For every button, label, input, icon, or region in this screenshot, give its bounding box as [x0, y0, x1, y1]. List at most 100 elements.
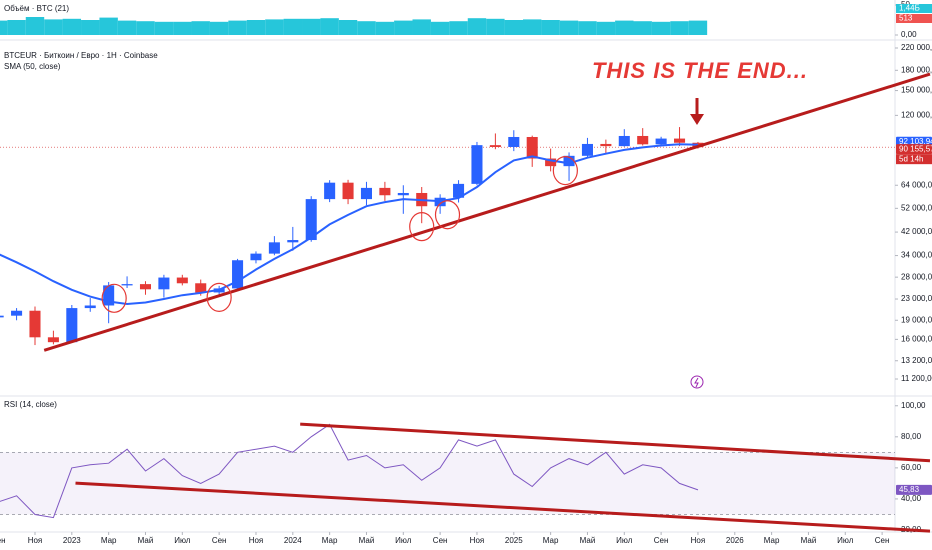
x-tick-label: Мар: [101, 536, 117, 545]
volume-bar: [688, 20, 708, 35]
y-tick-label: 120 000,00: [901, 110, 932, 119]
candle-body: [305, 199, 317, 241]
rsi-last-label: 45,83: [899, 485, 920, 494]
candle-body: [545, 158, 557, 167]
candle-body: [195, 283, 207, 293]
candle-body: [489, 145, 501, 147]
trendline: [43, 72, 931, 352]
x-tick-label: 2025: [505, 536, 523, 545]
x-tick-label: Сен: [433, 536, 448, 545]
trendline: [75, 481, 931, 533]
alert-bolt: [694, 377, 699, 388]
candle-body: [600, 143, 612, 147]
candle-body: [268, 242, 280, 254]
arrow-head: [690, 114, 704, 125]
x-tick-label: Ноя: [691, 536, 706, 545]
volume-bar: [467, 18, 487, 35]
volume-bar: [265, 19, 284, 35]
x-tick-label: Сен: [654, 536, 669, 545]
x-tick-label: Мар: [543, 536, 559, 545]
volume-bar: [246, 20, 266, 35]
candle-body: [11, 310, 23, 316]
candle-body: [563, 155, 575, 167]
volume-bar: [320, 18, 339, 35]
volume-bar: [25, 17, 45, 35]
volume-bar: [615, 20, 634, 35]
y-tick-label: 150 000,00: [901, 86, 932, 95]
volume-bar: [209, 21, 229, 35]
rsi-title: RSI (14, close): [4, 400, 57, 409]
volume-bar: [136, 21, 155, 35]
volume-bar: [504, 20, 524, 35]
candle-body: [103, 285, 115, 306]
y-tick-label: 80,00: [901, 432, 922, 441]
x-tick-label: Сен: [875, 536, 890, 545]
candle-body: [397, 192, 409, 196]
last-price-label: 90 155,57: [899, 144, 932, 153]
candle-body: [379, 187, 391, 196]
y-tick-label: 0,00: [901, 30, 917, 39]
y-tick-label: 52 000,00: [901, 203, 932, 212]
candle-body: [471, 145, 483, 184]
volume-bar: [338, 20, 358, 35]
volume-bar: [44, 19, 63, 35]
last-price-label: 92 103,94: [899, 137, 932, 146]
volume-bar: [375, 21, 395, 35]
candle-body: [526, 136, 538, 159]
sma-line: [0, 143, 699, 306]
volume-bar: [228, 20, 247, 35]
rsi-last-label-box: [896, 484, 932, 495]
y-tick-label: 23 000,00: [901, 294, 932, 303]
trendline: [300, 422, 931, 463]
candle-body: [287, 240, 299, 243]
volume-bar: [117, 20, 137, 35]
y-tick-label: 64 000,00: [901, 180, 932, 189]
volume-bar: [81, 20, 100, 35]
x-tick-label: Май: [359, 536, 375, 545]
highlight-circle: [206, 282, 232, 312]
alert-circle[interactable]: [690, 375, 704, 389]
countdown-box: [896, 154, 932, 165]
volume-bar: [670, 21, 689, 35]
y-tick-label: 11 200,00: [901, 374, 932, 383]
volume-bar: [394, 20, 413, 35]
y-tick-label: 28 000,00: [901, 272, 932, 281]
x-tick-label: Май: [138, 536, 154, 545]
volume-bar: [633, 21, 652, 35]
volume-bar: [283, 18, 303, 35]
volume-bar: [99, 17, 118, 35]
x-tick-label: 2023: [63, 536, 81, 545]
volume-bar: [0, 20, 8, 35]
volume-label-box: [896, 14, 932, 23]
volume-bar: [486, 18, 505, 35]
sma-legend: SMA (50, close): [4, 62, 61, 71]
alert-icon[interactable]: [690, 375, 704, 389]
volume-bar: [62, 18, 82, 35]
x-tick-label: 2024: [284, 536, 302, 545]
x-tick-label: 2026: [726, 536, 744, 545]
y-tick-label: 100,00: [901, 401, 926, 410]
x-tick-label: Сен: [212, 536, 227, 545]
last-price-label-box: [896, 144, 932, 155]
candle-body: [47, 337, 59, 343]
x-tick-label: Ноя: [249, 536, 264, 545]
volume-bar: [7, 20, 26, 35]
countdown: 5d 14h: [899, 154, 923, 163]
candle-body: [121, 284, 133, 286]
volume-bar: [173, 21, 192, 35]
candle-body: [139, 284, 152, 290]
price-title: BTCEUR · Биткоин / Евро · 1Н · Coinbase: [4, 51, 158, 60]
x-tick-label: Сен: [0, 536, 5, 545]
x-tick-label: Июл: [395, 536, 412, 545]
y-tick-label: 40,00: [901, 494, 922, 503]
y-tick-label: 220 000,00: [901, 43, 932, 52]
x-tick-label: Мар: [322, 536, 338, 545]
y-tick-label: 34 000,00: [901, 251, 932, 260]
candle-body: [655, 138, 667, 145]
volume-bar: [430, 21, 450, 35]
y-tick-label: 16 000,00: [901, 334, 932, 343]
candle-body: [453, 183, 465, 198]
highlight-circle: [434, 200, 461, 230]
candle-body: [508, 136, 520, 147]
